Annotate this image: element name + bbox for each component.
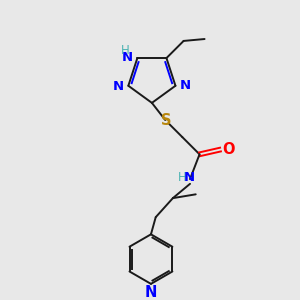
Text: N: N: [145, 285, 157, 300]
Text: H: H: [121, 44, 129, 57]
Text: O: O: [222, 142, 234, 157]
Text: S: S: [161, 112, 171, 128]
Text: N: N: [112, 80, 124, 93]
Text: N: N: [184, 171, 195, 184]
Text: N: N: [122, 51, 133, 64]
Text: N: N: [180, 79, 191, 92]
Text: H: H: [178, 171, 187, 184]
